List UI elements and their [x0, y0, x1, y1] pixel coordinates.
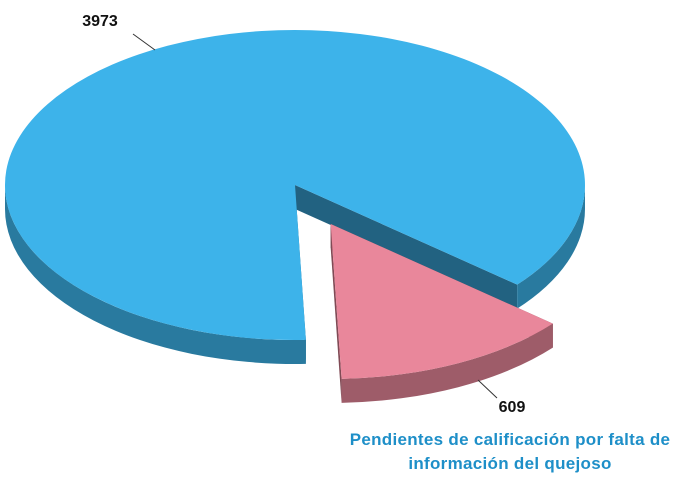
slice-side: [341, 323, 553, 403]
slice-side: [517, 185, 585, 309]
value-label: 609: [499, 399, 526, 416]
category-label: Pendientes de calificación por falta de …: [349, 430, 671, 473]
slice-side: [5, 185, 306, 364]
slice: [330, 223, 553, 379]
value-label: 3973: [82, 13, 118, 30]
leader-line: [477, 379, 498, 399]
leader-line: [132, 33, 156, 51]
slice-face: [295, 185, 518, 309]
slice: [4, 29, 585, 340]
slice-face: [330, 223, 342, 403]
